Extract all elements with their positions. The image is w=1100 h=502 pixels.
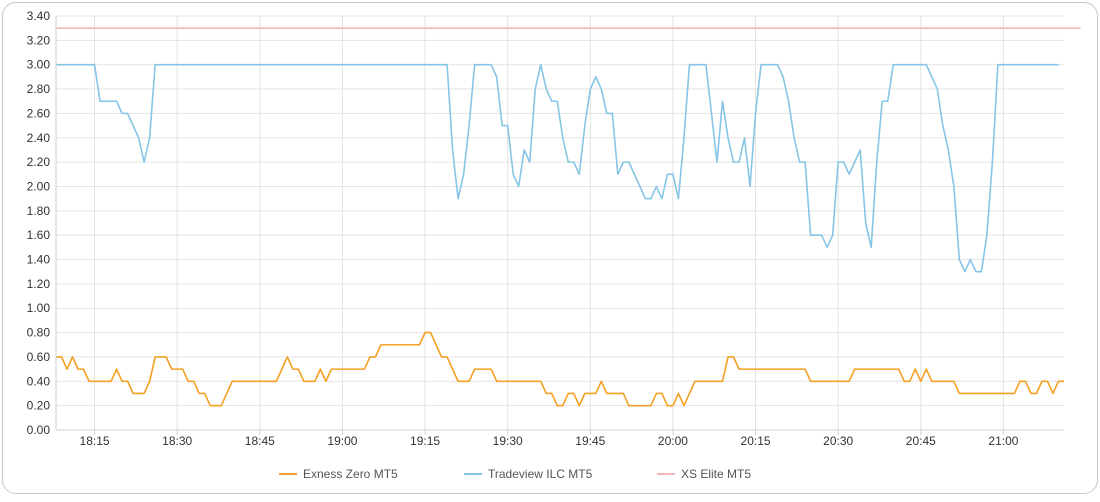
y-tick-label: 1.20: [27, 277, 51, 291]
y-tick-label: 1.00: [27, 301, 51, 315]
x-tick-label: 20:30: [823, 434, 853, 448]
chart-frame: [2, 2, 1098, 494]
legend-label: Tradeview ILC MT5: [488, 467, 593, 481]
legend-item-exness-zero-mt5[interactable]: Exness Zero MT5: [279, 467, 398, 481]
axes: 0.00 0.20 0.40 0.60 0.80 1.00 1.20 1.40 1.60 1.80…: [27, 9, 1064, 448]
legend[interactable]: Exness Zero MT5 Tradeview ILC MT5 XS Elite…: [279, 467, 751, 481]
series-line-exness-zero-mt5: [56, 331, 1064, 407]
x-tick-label: 19:00: [327, 434, 357, 448]
y-tick-label: 2.40: [27, 131, 51, 145]
y-tick-label: 3.40: [27, 9, 51, 23]
x-tick-label: 18:45: [245, 434, 275, 448]
x-tick-label: 20:15: [741, 434, 771, 448]
x-tick-label: 18:15: [80, 434, 110, 448]
y-tick-label: 2.80: [27, 82, 51, 96]
y-tick-label: 2.60: [27, 106, 51, 120]
y-tick-label: 0.20: [27, 399, 51, 413]
y-tick-label: 0.00: [27, 423, 51, 437]
y-tick-label: 2.20: [27, 155, 51, 169]
x-tick-label: 18:30: [162, 434, 192, 448]
y-tick-label: 0.40: [27, 374, 51, 388]
grid: [56, 15, 1064, 431]
y-tick-label: 1.60: [27, 228, 51, 242]
x-tick-label: 20:45: [906, 434, 936, 448]
x-tick-label: 19:30: [493, 434, 523, 448]
legend-label: XS Elite MT5: [681, 467, 751, 481]
y-tick-label: 3.20: [27, 33, 51, 47]
legend-item-xs-elite-mt5[interactable]: XS Elite MT5: [657, 467, 751, 481]
series-lines: [56, 27, 1081, 407]
x-tick-label: 19:45: [575, 434, 605, 448]
legend-item-tradeview-ilc-mt5[interactable]: Tradeview ILC MT5: [464, 467, 593, 481]
y-tick-label: 2.00: [27, 179, 51, 193]
x-tick-label: 21:00: [988, 434, 1018, 448]
x-tick-label: 19:15: [410, 434, 440, 448]
x-tick-label: 20:00: [658, 434, 688, 448]
series-line-tradeview-ilc-mt5: [56, 63, 1059, 273]
y-tick-label: 0.80: [27, 326, 51, 340]
y-tick-label: 1.80: [27, 204, 51, 218]
y-tick-label: 0.60: [27, 350, 51, 364]
legend-label: Exness Zero MT5: [303, 467, 398, 481]
y-tick-label: 1.40: [27, 253, 51, 267]
y-tick-label: 3.00: [27, 58, 51, 72]
